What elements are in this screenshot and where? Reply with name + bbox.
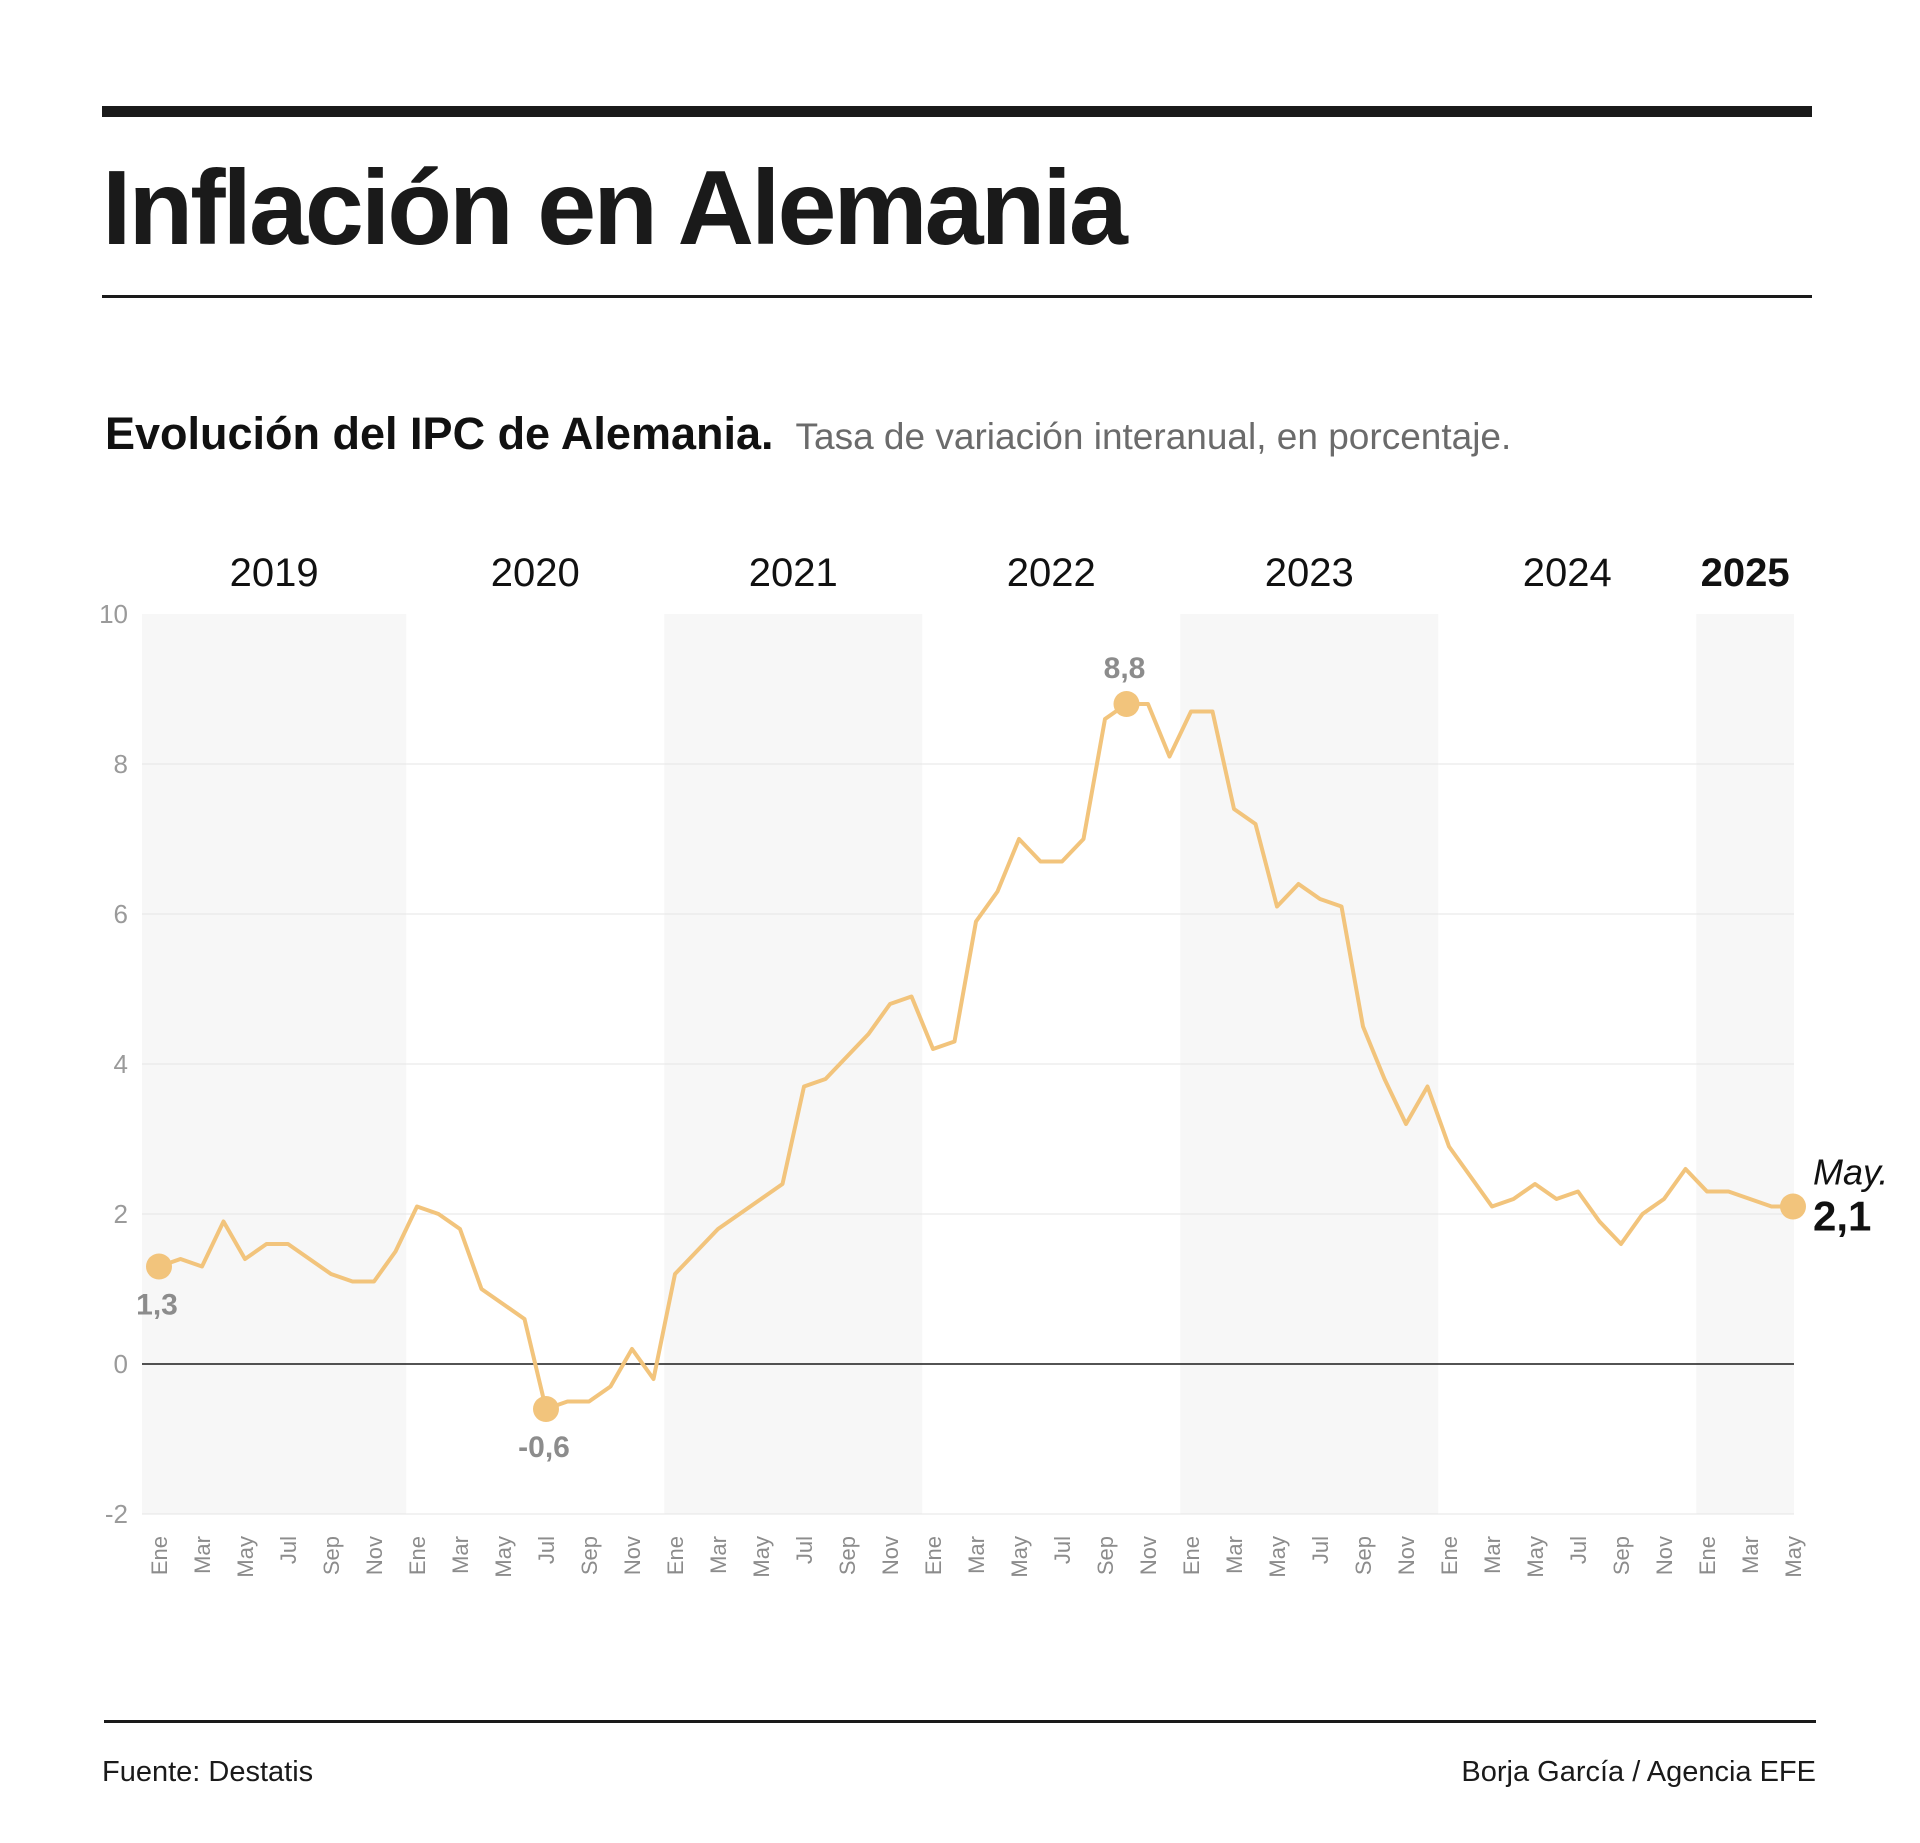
annotation-label: 1,3 — [136, 1289, 178, 1322]
chart-heading: Evolución del IPC de Alemania. Tasa de va… — [105, 408, 1511, 460]
chart-description: Tasa de variación interanual, en porcent… — [795, 416, 1512, 457]
annotation-dot — [1113, 691, 1140, 717]
line-chart: 2019 2020 2021 2022 2023 2024 2025 -2 0 2 4 6 8 10 Ene… — [99, 551, 1888, 1578]
x-tick-label: Jul — [534, 1536, 559, 1564]
year-label: 2022 — [1007, 551, 1096, 595]
annotation-dot — [146, 1253, 172, 1280]
year-label: 2021 — [749, 551, 838, 595]
x-tick-label: Mar — [1222, 1536, 1247, 1574]
x-tick-label: Mar — [1738, 1536, 1763, 1574]
annotation-prefix: May. — [1813, 1152, 1888, 1193]
x-tick-label: May — [749, 1536, 774, 1578]
annotation-dot — [1780, 1193, 1806, 1220]
year-label: 2025 — [1701, 551, 1790, 595]
x-tick-label: Mar — [190, 1536, 215, 1574]
x-tick-label: Ene — [663, 1536, 688, 1575]
x-tick-label: Mar — [964, 1536, 989, 1574]
annotation-label: -0,6 — [518, 1431, 570, 1464]
x-tick-label: Nov — [620, 1536, 645, 1575]
x-tick-label: Ene — [1437, 1536, 1462, 1575]
x-tick-label: Jul — [1308, 1536, 1333, 1564]
year-label: 2024 — [1523, 551, 1612, 595]
x-tick-label: Nov — [878, 1536, 903, 1575]
x-tick-label: May — [233, 1536, 258, 1578]
title-rule — [102, 295, 1812, 298]
x-tick-label: May — [1523, 1536, 1548, 1578]
annotation-label: 2,1 — [1813, 1193, 1871, 1240]
chart-subtitle: Evolución del IPC de Alemania. — [105, 408, 774, 459]
y-tick-label: 6 — [114, 899, 128, 929]
y-tick-label: 0 — [114, 1349, 128, 1379]
y-tick-label: -2 — [105, 1499, 128, 1529]
y-tick-label: 4 — [114, 1049, 128, 1079]
x-tick-label: Jul — [1050, 1536, 1075, 1564]
x-tick-label: Jul — [276, 1536, 301, 1564]
page-title: Inflación en Alemania — [102, 149, 1128, 267]
x-tick-label: Sep — [1351, 1536, 1376, 1575]
x-tick-label: Jul — [1566, 1536, 1591, 1564]
x-tick-label: Ene — [405, 1536, 430, 1575]
x-tick-label: Nov — [1394, 1536, 1419, 1575]
year-label: 2023 — [1265, 551, 1354, 595]
annotation-dot — [533, 1396, 559, 1422]
x-tick-label: Sep — [577, 1536, 602, 1575]
x-tick-label: May — [491, 1536, 516, 1578]
x-tick-label: May — [1265, 1536, 1290, 1578]
x-tick-label: Mar — [448, 1536, 473, 1574]
x-tick-label: Nov — [362, 1536, 387, 1575]
y-tick-label: 10 — [99, 599, 128, 629]
x-tick-label: Jul — [792, 1536, 817, 1564]
y-tick-label: 2 — [114, 1199, 128, 1229]
x-tick-label: Sep — [319, 1536, 344, 1575]
top-rule — [102, 106, 1812, 117]
inflation-line — [157, 702, 1795, 1411]
bottom-rule — [104, 1720, 1816, 1723]
x-tick-label: Nov — [1136, 1536, 1161, 1575]
x-tick-label: Mar — [1480, 1536, 1505, 1574]
x-tick-label: Nov — [1652, 1536, 1677, 1575]
x-tick-label: Mar — [706, 1536, 731, 1574]
y-tick-label: 8 — [114, 749, 128, 779]
x-tick-label: May — [1007, 1536, 1032, 1578]
source-note: Fuente: Destatis — [102, 1756, 314, 1788]
x-tick-label: May — [1781, 1536, 1806, 1578]
year-label: 2020 — [491, 551, 580, 595]
x-tick-label: Ene — [147, 1536, 172, 1575]
x-tick-label: Ene — [921, 1536, 946, 1575]
year-label: 2019 — [230, 551, 319, 595]
x-tick-label: Sep — [835, 1536, 860, 1575]
x-tick-label: Sep — [1609, 1536, 1634, 1575]
x-tick-label: Sep — [1093, 1536, 1118, 1575]
credit-note: Borja García / Agencia EFE — [1461, 1756, 1816, 1788]
x-tick-label: Ene — [1179, 1536, 1204, 1575]
x-tick-label: Ene — [1695, 1536, 1720, 1575]
annotation-label: 8,8 — [1104, 652, 1146, 685]
